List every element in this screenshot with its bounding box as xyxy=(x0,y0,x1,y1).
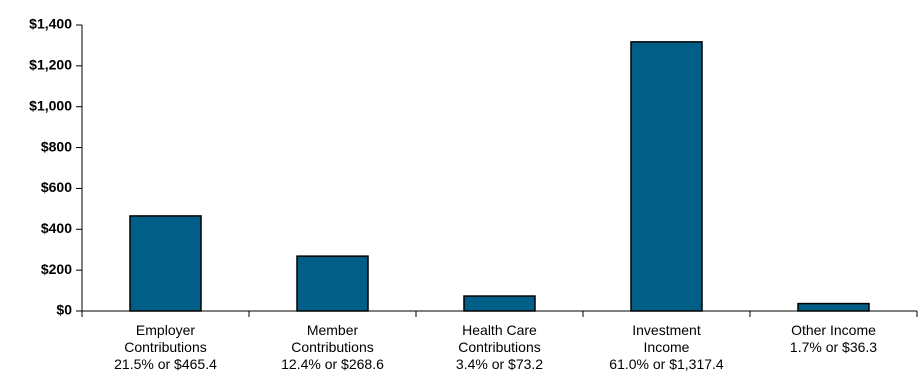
bar xyxy=(630,41,703,312)
x-tick-label: Member Contributions 12.4% or $268.6 xyxy=(281,322,384,372)
bar xyxy=(296,255,369,312)
y-tick-label: $1,200 xyxy=(29,57,72,73)
y-tick-label: $0 xyxy=(56,302,72,318)
x-axis: Employer Contributions 21.5% or $465.4 Memb… xyxy=(81,310,918,372)
bar xyxy=(797,302,870,312)
x-tick-label: Investment Income 61.0% or $1,317.4 xyxy=(609,322,724,372)
x-tick-label: Health Care Contributions 3.4% or $73.2 xyxy=(456,322,543,372)
bar xyxy=(129,215,202,312)
y-axis: $0 $200 $400 $600 $800 $1,000 $1,200 $1,400 xyxy=(29,16,83,318)
y-tick-label: $1,000 xyxy=(29,97,72,113)
y-tick-label: $400 xyxy=(41,220,72,236)
x-tick-label: Employer Contributions 21.5% or $465.4 xyxy=(114,322,217,372)
bar xyxy=(463,295,536,312)
bars xyxy=(129,41,870,312)
y-tick-label: $200 xyxy=(41,261,72,277)
y-tick-label: $600 xyxy=(41,179,72,195)
y-tick-label: $1,400 xyxy=(29,16,72,32)
y-tick-label: $800 xyxy=(41,138,72,154)
x-tick-label: Other Income 1.7% or $36.3 xyxy=(790,322,877,355)
